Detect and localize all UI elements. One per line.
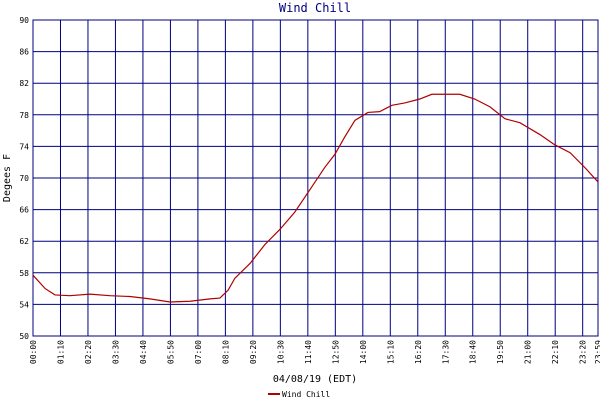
y-tick-label: 58 <box>19 269 29 278</box>
y-tick-label: 54 <box>19 300 29 309</box>
y-tick-label: 62 <box>19 237 29 246</box>
x-tick-label: 15:10 <box>386 340 395 364</box>
x-tick-label: 05:50 <box>166 340 175 364</box>
x-tick-label: 18:40 <box>469 340 478 364</box>
x-tick-label: 07:00 <box>194 340 203 364</box>
x-tick-label: 03:30 <box>111 340 120 364</box>
data-line <box>32 93 599 303</box>
legend-label: Wind Chill <box>282 390 330 399</box>
x-tick-label: 04:40 <box>139 340 148 364</box>
x-tick-label: 14:00 <box>359 340 368 364</box>
y-axis-label: Degees F <box>2 154 13 202</box>
x-tick-label: 00:00 <box>29 340 38 364</box>
x-tick-label: 12:50 <box>331 340 340 364</box>
y-tick-label: 78 <box>19 111 29 120</box>
y-tick-label: 66 <box>19 206 29 215</box>
x-tick-label: 16:20 <box>414 340 423 364</box>
x-tick-label: 19:50 <box>496 340 505 364</box>
x-axis-label: 04/08/19 (EDT) <box>273 374 357 385</box>
y-tick-label: 86 <box>19 48 29 57</box>
x-tick-label: 23:20 <box>579 340 588 364</box>
x-tick-label: 22:10 <box>551 340 560 364</box>
x-tick-label: 01:10 <box>56 340 65 364</box>
plot-frame <box>32 19 599 337</box>
y-tick-label: 74 <box>19 142 29 151</box>
x-tick-label: 23:59 <box>594 340 600 364</box>
x-tick-label: 09:20 <box>249 340 258 364</box>
chart-title: Wind Chill <box>279 1 351 15</box>
y-tick-label: 90 <box>19 16 29 25</box>
x-tick-label: 21:00 <box>524 340 533 364</box>
y-tick-label: 82 <box>19 79 29 88</box>
x-tick-label: 02:20 <box>84 340 93 364</box>
x-tick-label: 11:40 <box>304 340 313 364</box>
y-tick-label: 70 <box>19 174 29 183</box>
x-tick-label: 17:30 <box>441 340 450 364</box>
x-tick-label: 08:10 <box>221 340 230 364</box>
x-tick-label: 10:30 <box>276 340 285 364</box>
y-tick-label: 50 <box>19 332 29 341</box>
